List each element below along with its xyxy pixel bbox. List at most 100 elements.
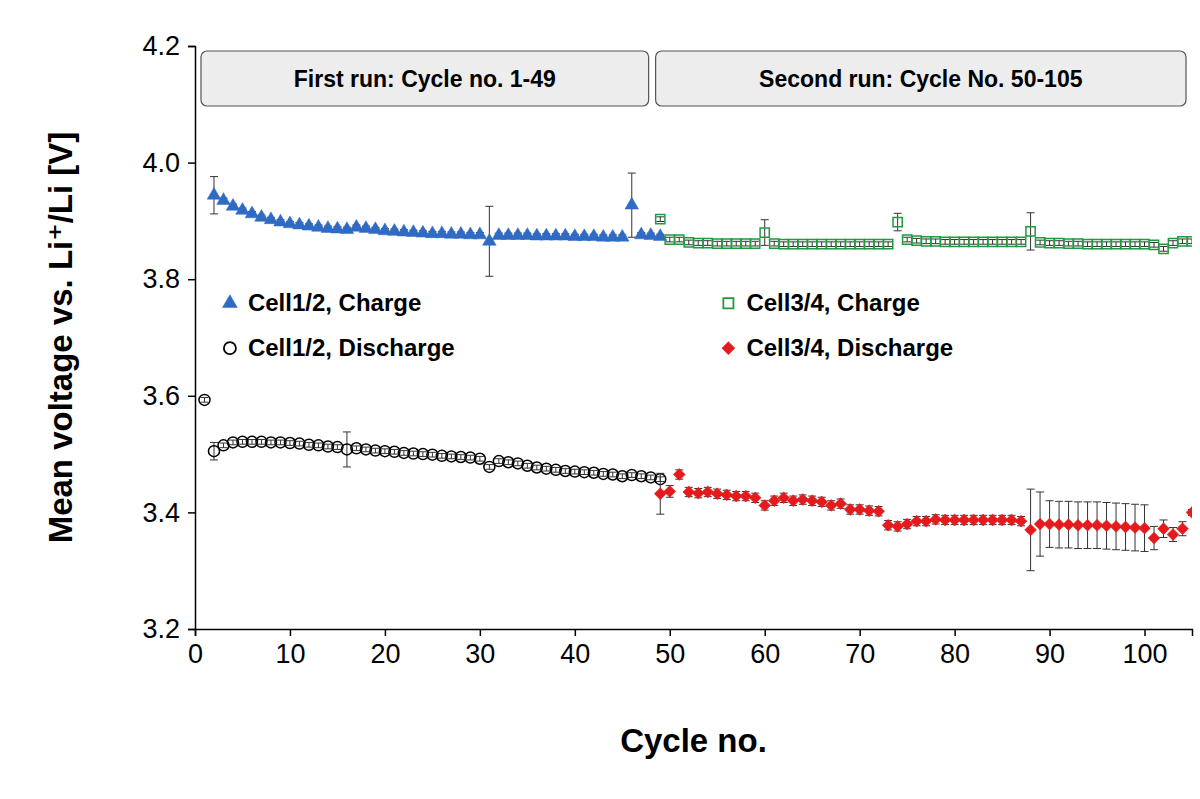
point xyxy=(1015,515,1027,527)
point xyxy=(684,238,693,247)
legend-marker xyxy=(222,295,237,308)
point xyxy=(673,469,685,481)
tick: 4.2 xyxy=(142,31,195,61)
tick-label: 40 xyxy=(560,639,590,669)
tick-mark xyxy=(188,162,195,164)
tick-mark xyxy=(480,629,482,636)
tick-label: 100 xyxy=(1122,639,1167,669)
tick-mark xyxy=(290,629,292,636)
tick: 30 xyxy=(465,629,495,669)
point xyxy=(1083,240,1092,249)
tick: 3.6 xyxy=(142,381,195,411)
point xyxy=(1025,524,1037,536)
tick-label: 20 xyxy=(370,639,400,669)
tick-mark xyxy=(188,629,195,631)
y-axis-title: Mean voltage vs. Li⁺/Li [V] xyxy=(42,132,79,544)
point xyxy=(226,198,240,210)
point xyxy=(1045,238,1054,247)
tick-label: 80 xyxy=(940,639,970,669)
point xyxy=(997,237,1006,246)
tick-label: 10 xyxy=(275,639,305,669)
point xyxy=(827,240,836,249)
tick-mark xyxy=(188,396,195,398)
tick-mark xyxy=(954,629,956,636)
tick: 3.8 xyxy=(142,264,195,294)
tick-label: 4.2 xyxy=(142,31,180,61)
point xyxy=(1092,240,1101,249)
tick-label: 50 xyxy=(655,639,685,669)
tick-label: 3.8 xyxy=(142,264,180,294)
tick: 100 xyxy=(1122,629,1167,669)
point xyxy=(615,229,629,241)
point xyxy=(836,240,845,249)
point xyxy=(732,239,741,248)
point xyxy=(245,206,259,218)
point xyxy=(874,240,883,249)
point xyxy=(703,238,712,247)
point xyxy=(808,240,817,249)
tick-mark xyxy=(859,629,861,636)
point xyxy=(969,237,978,246)
point xyxy=(713,239,722,248)
point xyxy=(683,486,695,498)
point xyxy=(656,215,665,224)
point xyxy=(920,515,932,527)
point xyxy=(798,240,807,249)
point xyxy=(1186,506,1192,518)
tick-label: 60 xyxy=(750,639,780,669)
point xyxy=(1140,240,1149,249)
point xyxy=(789,240,798,249)
point xyxy=(1016,237,1025,246)
legend-label: Cell3/4, Charge xyxy=(746,289,919,316)
point xyxy=(207,187,221,199)
point xyxy=(1130,240,1139,249)
point xyxy=(664,485,676,497)
tick-mark xyxy=(188,279,195,281)
series xyxy=(656,213,1192,254)
point xyxy=(1102,240,1111,249)
point xyxy=(1168,238,1177,247)
point xyxy=(901,518,913,530)
series xyxy=(199,394,666,484)
point xyxy=(912,236,921,245)
point xyxy=(779,240,788,249)
point xyxy=(873,505,885,517)
tick-label: 0 xyxy=(188,639,203,669)
point xyxy=(740,490,752,502)
point xyxy=(217,193,231,205)
tick-label: 3.4 xyxy=(142,498,180,528)
legend: Cell1/2, ChargeCell3/4, ChargeCell1/2, D… xyxy=(222,289,953,361)
legend-marker xyxy=(722,342,735,355)
point xyxy=(768,495,780,507)
point xyxy=(882,519,894,531)
point xyxy=(721,489,733,501)
point xyxy=(751,239,760,248)
tick-label: 70 xyxy=(845,639,875,669)
annotation-box xyxy=(656,51,1186,106)
point xyxy=(1167,529,1179,541)
point xyxy=(797,494,809,506)
legend-marker xyxy=(224,342,236,354)
tick: 0 xyxy=(188,629,203,669)
point xyxy=(1054,238,1063,247)
tick: 3.2 xyxy=(142,614,195,644)
tick-label: 3.2 xyxy=(142,614,180,644)
point xyxy=(855,240,864,249)
tick-mark xyxy=(764,629,766,636)
tick: 90 xyxy=(1035,629,1065,669)
point xyxy=(978,237,987,246)
point xyxy=(675,235,684,244)
tick-mark xyxy=(188,512,195,514)
tick: 4.0 xyxy=(142,148,195,178)
point xyxy=(741,239,750,248)
point xyxy=(1111,240,1120,249)
point xyxy=(711,488,723,500)
point xyxy=(760,228,769,237)
point xyxy=(1187,237,1192,246)
point xyxy=(625,197,639,209)
point xyxy=(474,453,485,464)
tick-mark xyxy=(385,629,387,636)
annotation: Second run: Cycle No. 50-105 xyxy=(759,66,1083,92)
point xyxy=(854,504,866,516)
tick-label: 90 xyxy=(1035,639,1065,669)
